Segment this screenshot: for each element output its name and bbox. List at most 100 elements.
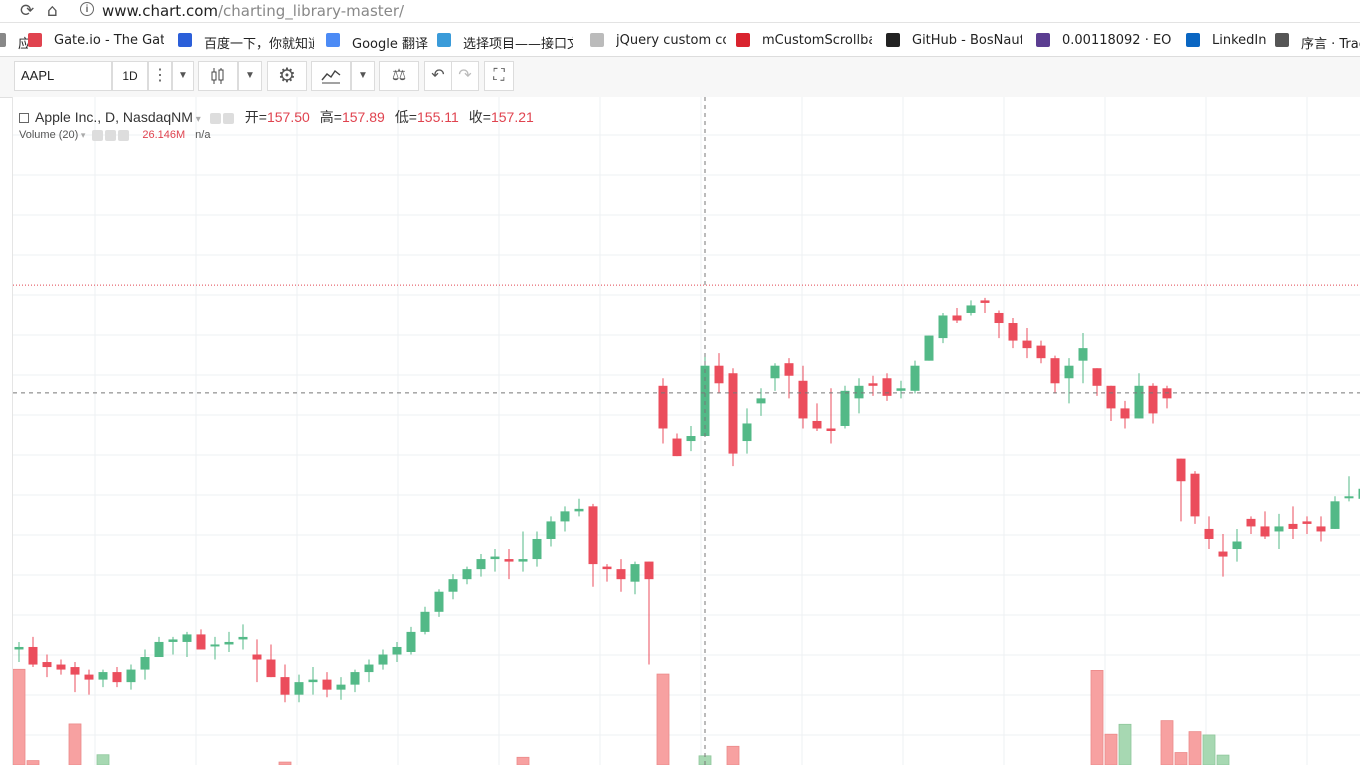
candle-body — [588, 506, 598, 565]
volume-ma-value: n/a — [195, 129, 211, 141]
bookmark-item[interactable]: 0.00118092 · EOS/E — [1062, 33, 1172, 48]
candle-body — [1218, 551, 1228, 557]
translate-icon — [326, 33, 340, 47]
chart-toolbar: AAPL 1D ⋮ ▼ ▼ ⚙ ▼ ⚖ ↶ ↷ ⛶ — [0, 57, 1360, 98]
volume-legend: Volume (20) ▾ 26.146M n/a — [19, 129, 210, 141]
candle-body — [854, 385, 864, 399]
compare-scale-icon[interactable]: ⚖ — [379, 61, 419, 91]
volume-bar — [726, 745, 740, 765]
candle-body — [1190, 473, 1200, 517]
candle-body — [952, 315, 962, 321]
indicators-button[interactable] — [311, 61, 351, 91]
series-settings-icon[interactable] — [222, 112, 234, 124]
candle-body — [938, 315, 948, 339]
candle-body — [812, 420, 822, 429]
candle-body — [1162, 388, 1172, 399]
candle-body — [756, 398, 766, 404]
series-visibility-icon[interactable] — [209, 112, 221, 124]
volume-visibility-icon[interactable] — [92, 129, 104, 141]
fullscreen-icon[interactable]: ⛶ — [484, 61, 514, 91]
candle-body — [742, 423, 752, 442]
info-icon[interactable]: i — [80, 2, 94, 16]
candle-body — [168, 639, 178, 642]
bookmark-item[interactable]: 应用 — [18, 33, 28, 52]
volume-remove-icon[interactable] — [118, 129, 130, 141]
volume-label: Volume (20) — [19, 129, 79, 141]
candle-body — [798, 380, 808, 419]
candle-body — [434, 591, 444, 612]
settings-gear-icon[interactable]: ⚙ — [267, 61, 307, 91]
chart-area[interactable]: Apple Inc., D, NasdaqNM ▾ 开=157.50 高=157.8… — [12, 97, 1360, 765]
candle-body — [70, 667, 80, 675]
candle-body — [518, 559, 528, 562]
volume-bar — [1188, 731, 1202, 765]
url-field[interactable]: www.chart.com/charting_library-master/ — [102, 2, 404, 20]
reload-icon[interactable]: ⟳ — [20, 1, 35, 21]
candle-body — [1288, 523, 1298, 529]
volume-settings-icon[interactable] — [105, 129, 117, 141]
candle-body — [14, 646, 24, 650]
candle-body — [658, 385, 668, 429]
bookmark-item[interactable]: Google 翻译 — [352, 37, 428, 52]
candle-body — [1344, 496, 1354, 499]
candlestick-icon — [211, 68, 224, 84]
high-value: 157.89 — [341, 109, 385, 125]
candle-body — [700, 365, 710, 437]
candle-body — [882, 378, 892, 396]
book-icon — [1275, 33, 1289, 47]
candle-body — [210, 644, 220, 647]
main-series-legend: Apple Inc., D, NasdaqNM ▾ 开=157.50 高=157.8… — [19, 107, 534, 127]
symbol-input[interactable]: AAPL — [14, 61, 112, 91]
home-icon[interactable]: ⌂ — [47, 1, 58, 21]
collapse-checkbox-icon[interactable] — [19, 113, 29, 124]
bookmark-item[interactable]: GitHub - BosNaufa — [912, 33, 1022, 48]
candle-body — [28, 646, 38, 665]
bookmark-item[interactable]: LinkedIn — [1212, 33, 1267, 48]
candle-style-button[interactable] — [198, 61, 238, 91]
volume-bar — [1090, 670, 1104, 765]
bookmark-item[interactable]: mCustomScrollbar — [762, 33, 872, 48]
candle-body — [966, 305, 976, 313]
candle-body — [826, 428, 836, 431]
candlestick-chart[interactable] — [13, 97, 1360, 765]
candle-body — [644, 561, 654, 580]
candle-body — [1148, 385, 1158, 414]
bookmark-item[interactable]: Gate.io - The Gate — [54, 33, 164, 48]
candle-body — [406, 631, 416, 652]
bookmark-item[interactable]: 序言 · Trac — [1301, 37, 1360, 52]
candle-body — [994, 312, 1004, 324]
eos-icon — [1036, 33, 1050, 47]
title-dropdown-icon[interactable]: ▾ — [192, 114, 201, 125]
open-value: 157.50 — [266, 109, 310, 125]
undo-icon[interactable]: ↶ — [424, 61, 452, 91]
candle-body — [224, 641, 234, 645]
high-label: 高= — [319, 109, 342, 125]
volume-dropdown-icon[interactable]: ▾ — [78, 130, 86, 140]
redo-icon[interactable]: ↷ — [451, 61, 479, 91]
volume-value: 26.146M — [142, 129, 186, 141]
bookmark-item[interactable]: 百度一下，你就知道 — [204, 37, 314, 52]
resolution-dropdown-icon[interactable]: ▼ — [172, 61, 194, 91]
candle-body — [1358, 488, 1360, 499]
candle-body — [126, 669, 136, 683]
candle-body — [238, 636, 248, 640]
candle-body — [1316, 526, 1326, 532]
volume-bar — [1174, 752, 1188, 765]
candle-body — [182, 634, 192, 642]
style-dropdown-icon[interactable]: ▼ — [238, 61, 262, 91]
candle-body — [784, 363, 794, 376]
candle-body — [602, 566, 612, 570]
close-label: 收= — [468, 109, 491, 125]
candle-body — [1008, 323, 1018, 341]
candle-body — [378, 654, 388, 665]
resolution-more-icon[interactable]: ⋮ — [148, 61, 172, 91]
open-label: 开= — [244, 109, 267, 125]
bookmark-item[interactable]: jQuery custom con — [616, 33, 726, 48]
indicators-dropdown-icon[interactable]: ▼ — [351, 61, 375, 91]
candle-body — [1120, 408, 1130, 419]
resolution-button[interactable]: 1D — [112, 61, 148, 91]
bookmark-item[interactable]: 选择项目——接口文 — [463, 37, 573, 52]
candle-body — [420, 611, 430, 632]
candle-body — [448, 579, 458, 592]
candle-body — [252, 654, 262, 660]
